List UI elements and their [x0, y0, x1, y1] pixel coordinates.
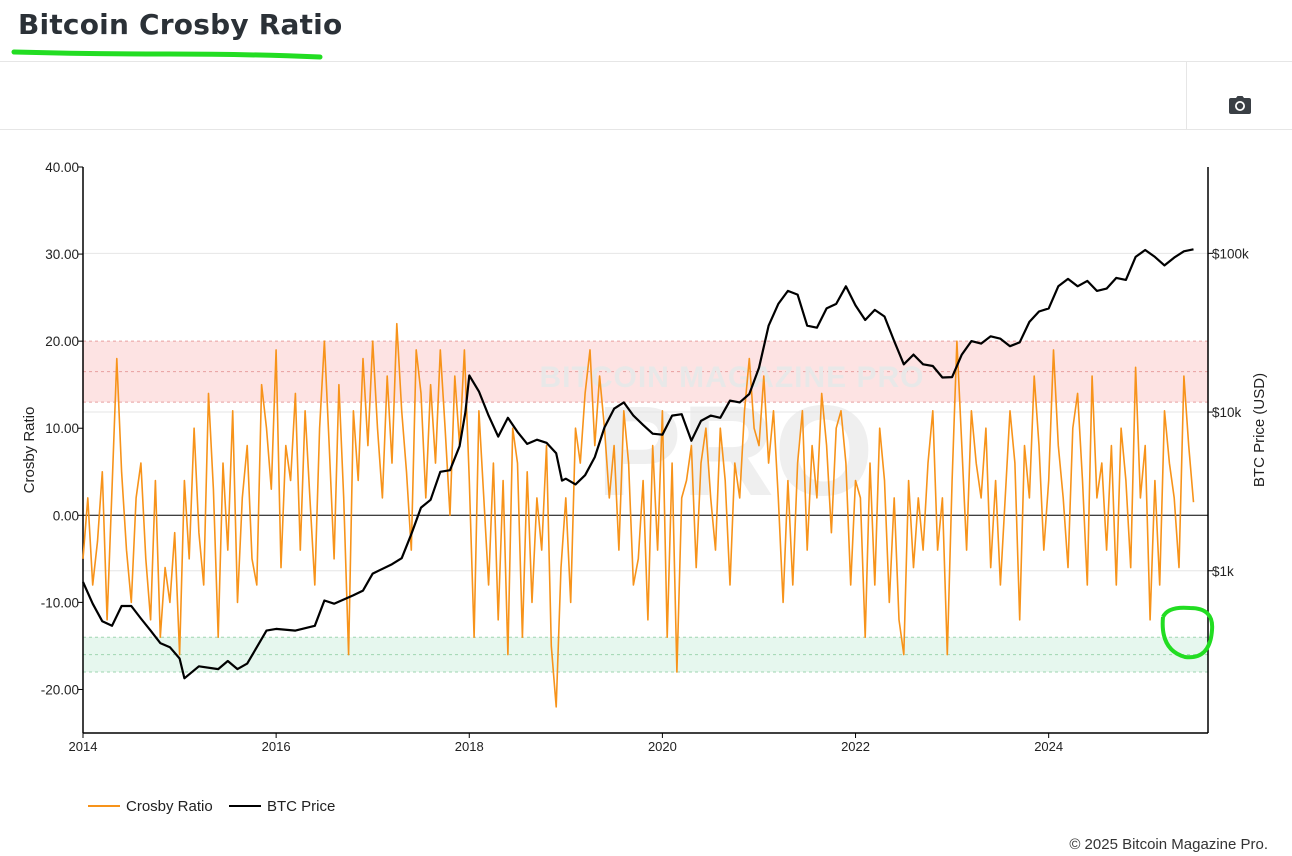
y-tick-label: 40.00: [45, 160, 79, 175]
legend: Crosby Ratio BTC Price: [88, 798, 335, 815]
y-tick-label: 0.00: [53, 508, 79, 523]
y-tick-label: 20.00: [45, 334, 79, 349]
y-tick-label: 30.00: [45, 247, 79, 262]
toolbar-bottom-divider: [0, 129, 1292, 130]
chart: BITCOIN MAGAZINE PRO PRO 2014 2016 2018 202…: [21, 160, 1268, 815]
y2-tick-label: $100k: [1212, 246, 1249, 261]
y-axis-label: Crosby Ratio: [21, 407, 38, 494]
x-tick-label: 2018: [455, 739, 484, 754]
toolbar-separator: [1186, 62, 1187, 129]
title-underline: [11, 49, 323, 60]
page-title: Bitcoin Crosby Ratio: [18, 8, 343, 41]
y2-axis-label: BTC Price (USD): [1251, 373, 1268, 487]
crosby-ratio-line: [82, 322, 1195, 708]
y-tick-label: 10.00: [45, 421, 79, 436]
y-axis-ticks: 40.00 30.00 20.00 10.00 0.00 -10.00 -20.00: [41, 160, 83, 697]
legend-crosby-label: Crosby Ratio: [126, 798, 213, 815]
x-tick-label: 2024: [1034, 739, 1063, 754]
y2-tick-label: $10k: [1212, 405, 1242, 420]
x-tick-label: 2020: [648, 739, 677, 754]
grid: [83, 252, 1208, 572]
x-tick-label: 2022: [841, 739, 870, 754]
x-tick-label: 2014: [69, 739, 98, 754]
x-tick-label: 2016: [262, 739, 291, 754]
legend-btc-label: BTC Price: [267, 798, 335, 815]
btc-price-line: [81, 248, 1194, 680]
watermark-text: BITCOIN MAGAZINE PRO: [540, 361, 925, 394]
x-axis-ticks: 2014 2016 2018 2020 2022 2024: [69, 733, 1063, 754]
toolbar-top-divider: [0, 61, 1292, 62]
camera-icon[interactable]: [1226, 92, 1254, 118]
copyright: © 2025 Bitcoin Magazine Pro.: [1069, 836, 1268, 853]
y2-tick-label: $1k: [1212, 564, 1234, 579]
y-tick-label: -10.00: [41, 595, 79, 610]
y2-axis-ticks: $100k $10k $1k: [1208, 246, 1249, 579]
y-tick-label: -20.00: [41, 682, 79, 697]
annotation-circle: [1160, 605, 1215, 660]
axes: [82, 167, 1209, 734]
